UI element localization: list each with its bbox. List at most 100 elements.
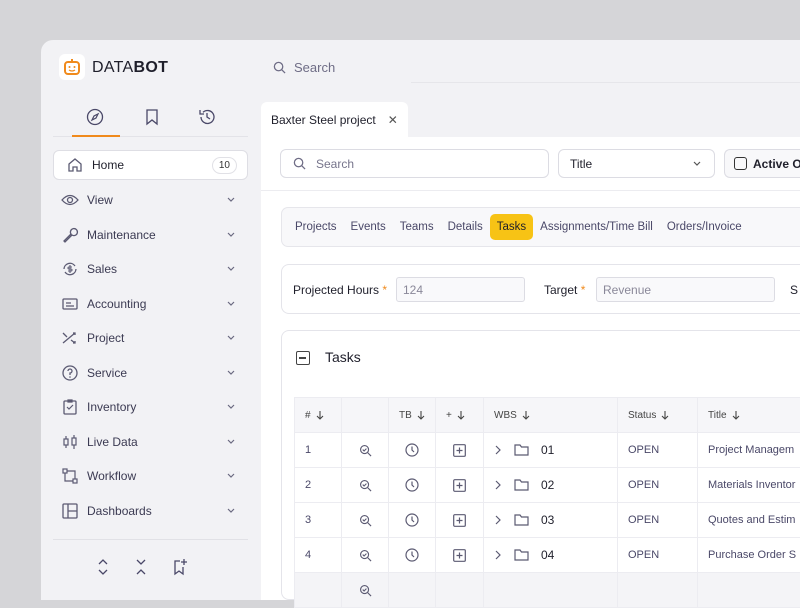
column-header[interactable]: WBS xyxy=(484,398,618,433)
wbs-cell[interactable]: 04 xyxy=(484,538,618,573)
sort-arrow-icon[interactable] xyxy=(660,410,670,420)
chevron-right-icon[interactable] xyxy=(494,445,502,455)
target-input[interactable]: Revenue xyxy=(596,277,775,302)
chevron-right-icon[interactable] xyxy=(494,515,502,525)
sidebar-item-maintenance[interactable]: Maintenance xyxy=(53,220,248,250)
chevron-down-icon[interactable] xyxy=(226,229,236,239)
zoom-icon[interactable] xyxy=(359,479,372,492)
time-bill-cell[interactable] xyxy=(389,538,436,573)
clock-icon[interactable] xyxy=(405,513,419,527)
add-cell[interactable] xyxy=(436,538,484,573)
chevron-down-icon[interactable] xyxy=(226,298,236,308)
search-input[interactable]: Search xyxy=(280,149,549,178)
column-header[interactable]: # xyxy=(295,398,342,433)
checkbox[interactable] xyxy=(734,157,747,170)
sidebar-item-project[interactable]: Project xyxy=(53,323,248,353)
chevron-down-icon[interactable] xyxy=(226,470,236,480)
sidebar-item-view[interactable]: View xyxy=(53,185,248,215)
column-header[interactable]: Status xyxy=(618,398,698,433)
new-row[interactable] xyxy=(295,573,800,608)
sort-arrow-icon[interactable] xyxy=(731,410,741,420)
zoom-cell[interactable] xyxy=(342,503,389,538)
add-cell[interactable] xyxy=(436,433,484,468)
time-bill-cell[interactable] xyxy=(389,433,436,468)
clock-icon[interactable] xyxy=(405,478,419,492)
tab-details[interactable]: Details xyxy=(441,214,490,240)
global-search[interactable]: Search xyxy=(273,60,335,75)
time-bill-cell[interactable] xyxy=(389,503,436,538)
wbs-cell[interactable]: 03 xyxy=(484,503,618,538)
sidebar-item-inventory[interactable]: Inventory xyxy=(53,392,248,422)
add-box-icon[interactable] xyxy=(453,479,466,492)
column-header[interactable]: TB xyxy=(389,398,436,433)
add-box-icon[interactable] xyxy=(453,514,466,527)
sidebar-item-sales[interactable]: Sales xyxy=(53,254,248,284)
tab-assignments-time-bill[interactable]: Assignments/Time Bill xyxy=(533,214,660,240)
zoom-icon[interactable] xyxy=(359,584,372,597)
sidebar-item-live-data[interactable]: Live Data xyxy=(53,427,248,457)
page-tab-baxter[interactable]: Baxter Steel project ✕ xyxy=(261,102,408,138)
sort-arrow-icon[interactable] xyxy=(416,410,426,420)
collapse-all-icon[interactable] xyxy=(134,558,148,576)
title-cell[interactable]: Project Managem xyxy=(698,433,800,468)
title-cell[interactable]: Purchase Order S xyxy=(698,538,800,573)
tab-events[interactable]: Events xyxy=(344,214,393,240)
title-cell[interactable]: Quotes and Estim xyxy=(698,503,800,538)
zoom-cell[interactable] xyxy=(342,433,389,468)
chevron-down-icon[interactable] xyxy=(226,436,236,446)
time-bill-cell[interactable] xyxy=(389,468,436,503)
sidebar-item-accounting[interactable]: Accounting xyxy=(53,289,248,319)
expand-all-icon[interactable] xyxy=(96,558,110,576)
clock-icon[interactable] xyxy=(405,443,419,457)
wbs-cell[interactable]: 02 xyxy=(484,468,618,503)
active-only-checkbox[interactable]: Active Or xyxy=(724,149,800,178)
collapse-section-icon[interactable] xyxy=(296,351,310,365)
sidebar-item-dashboards[interactable]: Dashboards xyxy=(53,496,248,526)
chevron-down-icon[interactable] xyxy=(226,401,236,411)
tab-tasks[interactable]: Tasks xyxy=(490,214,533,240)
field-select[interactable]: Title xyxy=(558,149,715,178)
chevron-right-icon[interactable] xyxy=(494,550,502,560)
projected-hours-input[interactable]: 124 xyxy=(396,277,525,302)
add-box-icon[interactable] xyxy=(453,549,466,562)
bookmark-icon[interactable] xyxy=(143,108,163,128)
zoom-icon[interactable] xyxy=(359,549,372,562)
zoom-cell[interactable] xyxy=(342,468,389,503)
chevron-down-icon[interactable] xyxy=(226,194,236,204)
zoom-cell[interactable] xyxy=(342,573,389,608)
zoom-icon[interactable] xyxy=(359,444,372,457)
chevron-right-icon[interactable] xyxy=(494,480,502,490)
sidebar-item-service[interactable]: Service xyxy=(53,358,248,388)
zoom-cell[interactable] xyxy=(342,538,389,573)
add-cell[interactable] xyxy=(436,468,484,503)
tab-orders-invoice[interactable]: Orders/Invoice xyxy=(660,214,749,240)
tab-projects[interactable]: Projects xyxy=(288,214,344,240)
sort-arrow-icon[interactable] xyxy=(521,410,531,420)
history-icon[interactable] xyxy=(198,108,218,128)
chevron-down-icon[interactable] xyxy=(226,263,236,273)
column-header[interactable] xyxy=(342,398,389,433)
title-cell[interactable]: Materials Inventor xyxy=(698,468,800,503)
clock-icon[interactable] xyxy=(405,548,419,562)
close-icon[interactable]: ✕ xyxy=(388,113,398,127)
add-bookmark-icon[interactable] xyxy=(172,558,188,576)
add-cell[interactable] xyxy=(436,503,484,538)
sidebar-item-workflow[interactable]: Workflow xyxy=(53,461,248,491)
compass-icon[interactable] xyxy=(86,108,106,128)
column-header[interactable]: Title xyxy=(698,398,800,433)
add-box-icon[interactable] xyxy=(453,444,466,457)
tab-teams[interactable]: Teams xyxy=(393,214,441,240)
sort-arrow-icon[interactable] xyxy=(456,410,466,420)
column-header[interactable]: + xyxy=(436,398,484,433)
zoom-icon[interactable] xyxy=(359,514,372,527)
chevron-down-icon[interactable] xyxy=(226,505,236,515)
chevron-down-icon[interactable] xyxy=(226,367,236,377)
chevron-down-icon[interactable] xyxy=(226,332,236,342)
sort-arrow-icon[interactable] xyxy=(315,410,325,420)
wbs-cell[interactable]: 01 xyxy=(484,433,618,468)
